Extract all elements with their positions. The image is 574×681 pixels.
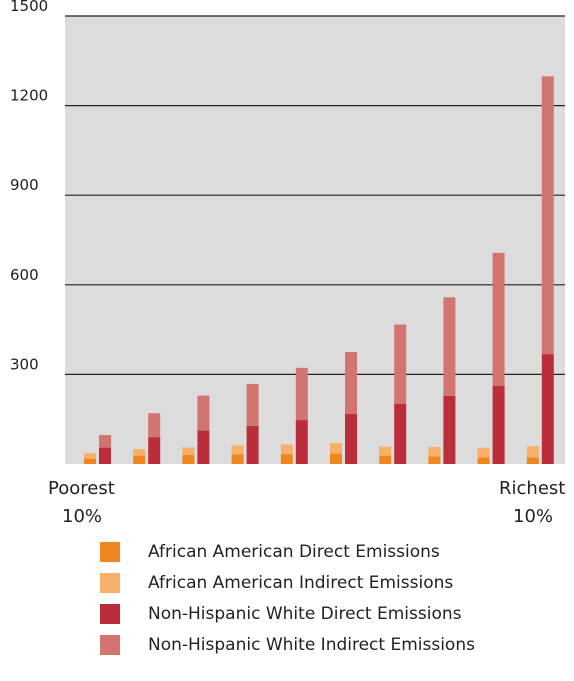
bar-non-hispanic-white-indirect-emissions-9 [492, 252, 505, 386]
bar-african-american-direct-emissions-2 [133, 455, 146, 464]
bar-african-american-indirect-emissions-7 [379, 446, 392, 456]
bar-african-american-indirect-emissions-2 [133, 449, 146, 456]
bar-non-hispanic-white-indirect-emissions-3 [197, 395, 210, 431]
legend-swatch-nhw-direct [100, 604, 120, 624]
bar-african-american-direct-emissions-8 [428, 456, 441, 464]
bar-non-hispanic-white-direct-emissions-3 [197, 430, 210, 464]
bar-african-american-direct-emissions-7 [379, 455, 392, 464]
y-tick-label: 1500 [10, 0, 48, 15]
plot-background [65, 16, 565, 464]
bar-african-american-indirect-emissions-3 [182, 447, 195, 456]
bar-non-hispanic-white-direct-emissions-10 [541, 354, 554, 464]
bar-non-hispanic-white-direct-emissions-7 [394, 403, 407, 464]
bar-african-american-indirect-emissions-1 [84, 453, 96, 459]
legend-label-nhw-indirect: Non-Hispanic White Indirect Emissions [148, 635, 475, 655]
legend-swatch-aa-indirect [100, 573, 120, 593]
bar-african-american-indirect-emissions-8 [428, 446, 441, 457]
bar-african-american-direct-emissions-4 [231, 454, 244, 464]
bars [84, 76, 554, 464]
x-label-richest-percent: 10% [513, 506, 553, 527]
bar-african-american-direct-emissions-5 [280, 454, 293, 464]
y-tick-label: 900 [10, 176, 39, 194]
bar-non-hispanic-white-direct-emissions-8 [443, 395, 456, 464]
legend-swatch-aa-direct [100, 542, 120, 562]
bar-non-hispanic-white-direct-emissions-6 [345, 413, 357, 464]
bar-non-hispanic-white-direct-emissions-5 [295, 420, 308, 464]
y-tick-label: 300 [10, 355, 39, 373]
bar-non-hispanic-white-indirect-emissions-4 [246, 383, 259, 426]
bar-african-american-direct-emissions-3 [182, 455, 195, 464]
bar-african-american-indirect-emissions-6 [330, 443, 342, 454]
bar-african-american-indirect-emissions-4 [231, 445, 244, 455]
legend-label-aa-direct: African American Direct Emissions [148, 542, 440, 562]
bar-non-hispanic-white-direct-emissions-4 [246, 425, 259, 464]
gridlines [65, 15, 565, 375]
bar-non-hispanic-white-indirect-emissions-5 [295, 367, 308, 421]
bar-non-hispanic-white-direct-emissions-1 [99, 447, 111, 464]
bar-african-american-indirect-emissions-9 [477, 447, 490, 458]
bar-non-hispanic-white-indirect-emissions-8 [443, 297, 456, 396]
bar-non-hispanic-white-indirect-emissions-7 [394, 324, 407, 404]
bar-non-hispanic-white-indirect-emissions-10 [541, 76, 554, 355]
legend-label-aa-indirect: African American Indirect Emissions [148, 573, 454, 593]
x-label-richest: Richest [499, 478, 565, 499]
bar-non-hispanic-white-direct-emissions-9 [492, 385, 505, 464]
bar-african-american-indirect-emissions-5 [280, 444, 293, 455]
y-tick-label: 600 [10, 266, 39, 284]
bar-african-american-direct-emissions-9 [477, 457, 490, 464]
bar-non-hispanic-white-direct-emissions-2 [148, 437, 161, 464]
legend-swatch-nhw-indirect [100, 635, 120, 655]
bar-african-american-direct-emissions-10 [526, 457, 539, 464]
legend-label-nhw-direct: Non-Hispanic White Direct Emissions [148, 604, 462, 624]
bar-non-hispanic-white-indirect-emissions-6 [345, 352, 357, 414]
x-label-poorest: Poorest [48, 478, 115, 499]
bar-non-hispanic-white-indirect-emissions-1 [99, 435, 111, 448]
chart: 1500 1200 900 600 300 Poorest 10% Richest 10… [10, 0, 565, 527]
bar-non-hispanic-white-indirect-emissions-2 [148, 413, 161, 438]
bar-african-american-direct-emissions-1 [84, 458, 96, 464]
y-axis-ticks: 1500 1200 900 600 300 [10, 0, 48, 373]
bar-african-american-direct-emissions-6 [330, 453, 342, 464]
y-tick-label: 1200 [10, 87, 48, 105]
bar-african-american-indirect-emissions-10 [526, 446, 539, 458]
x-label-poorest-percent: 10% [62, 506, 102, 527]
